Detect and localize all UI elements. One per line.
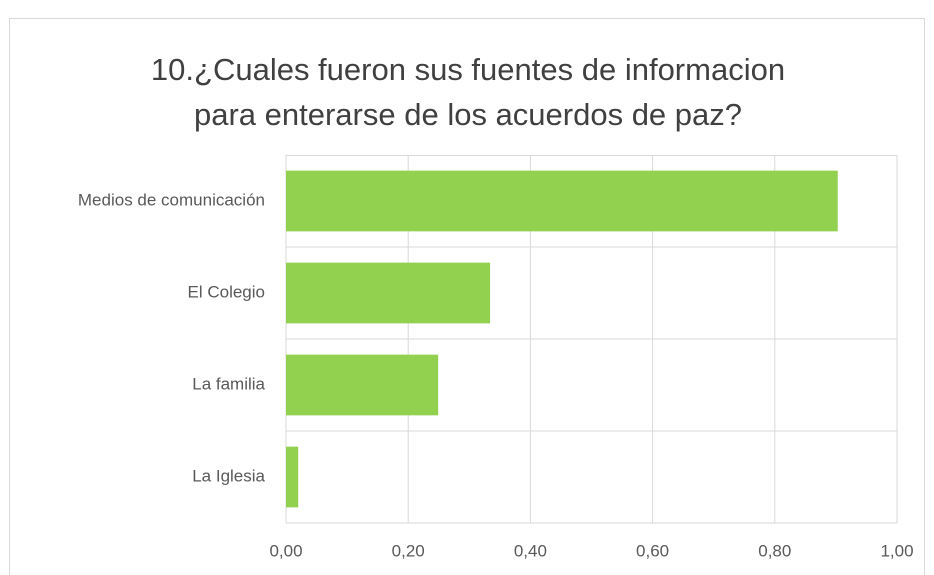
x-tick-label: 0,00: [269, 541, 302, 560]
bar: [286, 170, 838, 232]
chart-title: 10.¿Cuales fueron sus fuentes de informa…: [151, 52, 785, 87]
chart-title: para enterarse de los acuerdos de paz?: [194, 97, 742, 132]
y-tick-label: Medios de comunicación: [78, 190, 265, 209]
x-tick-label: 0,20: [392, 541, 425, 560]
x-tick-label: 0,40: [514, 541, 547, 560]
x-tick-label: 1,00: [880, 541, 913, 560]
y-tick-label: La familia: [192, 374, 265, 393]
bar: [286, 446, 299, 508]
x-tick-label: 0,80: [758, 541, 791, 560]
bar: [286, 262, 491, 324]
y-tick-label: El Colegio: [188, 282, 266, 301]
x-tick-label: 0,60: [636, 541, 669, 560]
bar: [286, 354, 439, 416]
y-tick-label: La Iglesia: [192, 466, 265, 485]
